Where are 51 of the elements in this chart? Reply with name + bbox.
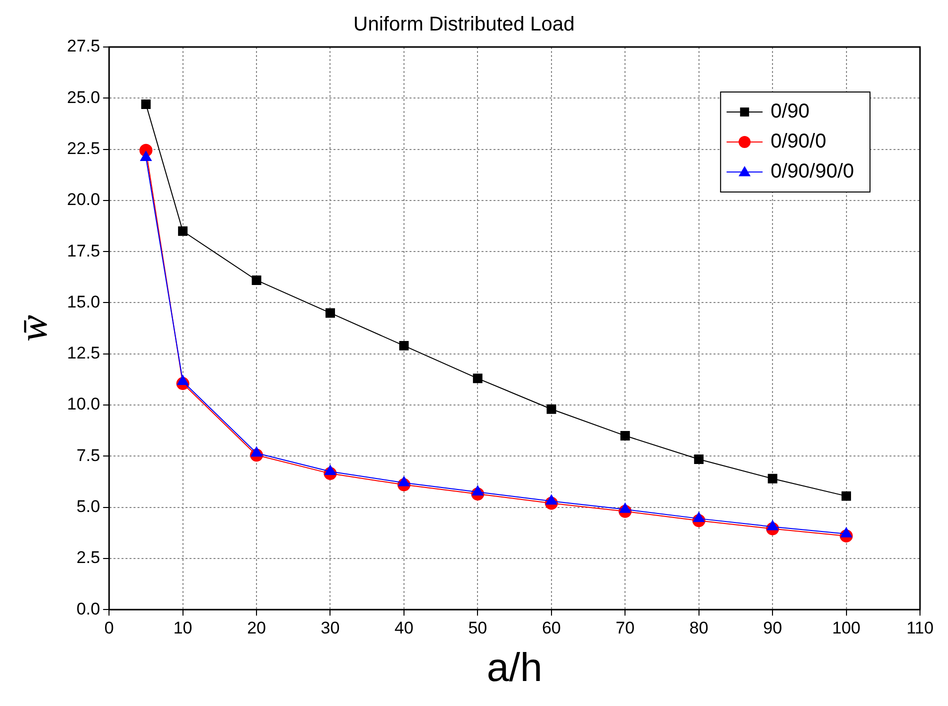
point (766, 520, 778, 530)
point (324, 465, 336, 476)
x-tick-label: 70 (616, 618, 635, 638)
legend-label: 0/90/90/0 (770, 160, 854, 183)
x-tick-label: 40 (394, 618, 414, 638)
point (768, 474, 778, 484)
y-tick-label: 7.5 (76, 446, 100, 465)
x-tick-label: 50 (468, 618, 488, 638)
point (141, 100, 151, 110)
point (472, 485, 484, 496)
point (326, 308, 335, 318)
y-tick-label: 15.0 (66, 292, 100, 312)
point (693, 512, 705, 522)
legend-label: 0/90/0 (770, 130, 826, 153)
point (842, 491, 852, 501)
legend-label: 0/90 (770, 100, 810, 123)
x-tick-label: 80 (689, 618, 708, 638)
point (840, 527, 852, 538)
y-tick-label: 27.5 (66, 36, 100, 56)
x-tick-label: 100 (832, 618, 860, 638)
point (398, 476, 410, 486)
y-tick-label: 0.0 (76, 599, 100, 618)
point (546, 404, 556, 414)
x-axis-title: a/h (486, 646, 542, 690)
point (546, 494, 558, 505)
point (620, 430, 630, 440)
chart-title: Uniform Distributed Load (353, 14, 575, 36)
point (177, 374, 189, 385)
x-tick-label: 110 (906, 618, 934, 638)
y-tick-label: 25.0 (66, 88, 100, 107)
point (250, 446, 262, 457)
y-tick-label: 20.0 (66, 190, 100, 210)
x-tick-label: 0 (104, 618, 114, 638)
x-tick-label: 10 (173, 618, 192, 638)
point (399, 340, 409, 350)
point (619, 502, 631, 513)
y-axis-title: w̄ (10, 314, 56, 342)
point (472, 374, 482, 384)
y-tick-label: 22.5 (66, 138, 100, 158)
point (178, 226, 188, 236)
y-tick-label: 10.0 (66, 394, 100, 414)
y-tick-label: 17.5 (66, 241, 100, 260)
point (694, 454, 704, 464)
point (252, 275, 262, 285)
x-tick-label: 60 (542, 618, 561, 638)
x-tick-label: 90 (763, 618, 782, 638)
y-tick-label: 5.0 (76, 496, 100, 516)
x-tick-label: 20 (247, 618, 266, 638)
y-tick-label: 2.5 (76, 548, 100, 568)
y-tick-label: 12.5 (66, 344, 100, 363)
x-tick-label: 30 (320, 618, 340, 638)
